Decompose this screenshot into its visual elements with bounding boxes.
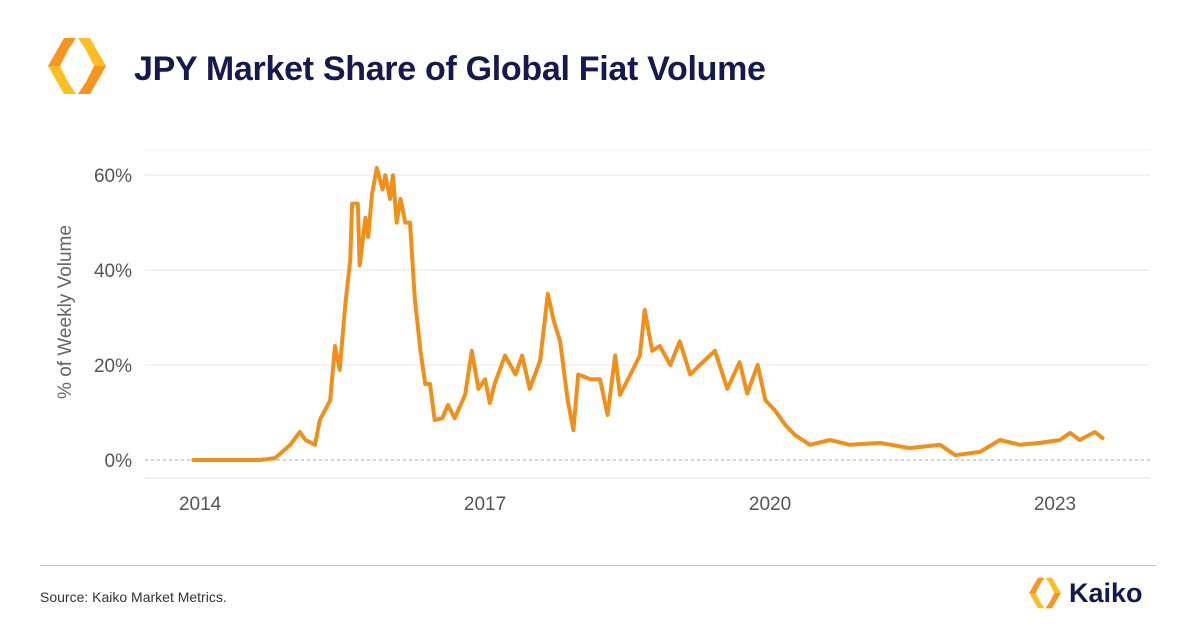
- y-tick-label: 40%: [94, 261, 132, 282]
- line-chart: 0% 20% 40% 60% 2014 2017 2020 2023 % of Weekly V…: [55, 149, 1150, 515]
- brand-name: Kaiko: [1069, 577, 1143, 608]
- x-tick-label: 2017: [464, 494, 506, 515]
- source-note: Source: Kaiko Market Metrics.: [40, 589, 227, 605]
- y-axis-label: % of Weekly Volume: [55, 225, 76, 399]
- y-tick-label: 0%: [105, 451, 133, 472]
- kaiko-logo-icon: [1029, 577, 1061, 609]
- y-tick-label: 20%: [94, 356, 132, 377]
- series-line-jpy-share: [191, 166, 1105, 462]
- x-tick-label: 2020: [749, 494, 791, 515]
- x-tick-label: 2014: [179, 494, 222, 515]
- kaiko-logo-icon: [48, 38, 106, 94]
- brand-logo: Kaiko: [1027, 576, 1143, 610]
- footer-divider: [40, 565, 1156, 566]
- y-tick-label: 60%: [94, 166, 132, 187]
- page-title: JPY Market Share of Global Fiat Volume: [134, 50, 766, 88]
- x-tick-label: 2023: [1034, 494, 1076, 515]
